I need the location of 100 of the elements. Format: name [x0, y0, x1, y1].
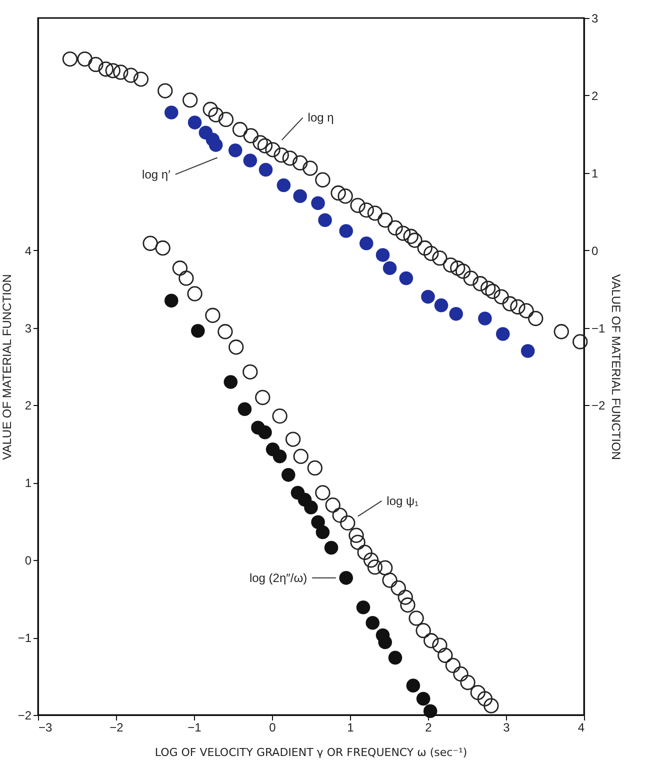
- point: [502, 296, 518, 312]
- point: [388, 650, 402, 665]
- point: [382, 572, 398, 588]
- point: [304, 500, 318, 514]
- point: [142, 236, 158, 251]
- x-tick-label: −1: [188, 720, 202, 734]
- point: [520, 344, 535, 358]
- point: [348, 528, 364, 543]
- point: [339, 571, 353, 585]
- point: [311, 515, 325, 530]
- point: [218, 112, 234, 128]
- point: [242, 364, 258, 380]
- point: [450, 260, 466, 276]
- point: [496, 327, 510, 341]
- point: [359, 236, 374, 250]
- point: [367, 560, 383, 575]
- y-tick-label: −2: [18, 708, 32, 722]
- point: [330, 185, 346, 201]
- x-axis-title: LOG OF VELOCITY GRADIENT γ OR FREQUENCY ω (sec⁻¹): [154, 746, 468, 759]
- x-tick-label: 2: [425, 720, 432, 734]
- y2-axis-title: VALUE OF MATERIAL FUNCTION: [609, 274, 624, 460]
- point: [456, 264, 471, 279]
- point: [432, 250, 448, 266]
- point: [378, 635, 392, 650]
- point: [356, 600, 370, 614]
- point: [281, 468, 296, 482]
- point: [302, 160, 318, 176]
- point: [398, 590, 413, 605]
- point: [188, 116, 202, 130]
- point: [276, 178, 291, 192]
- point: [443, 257, 458, 273]
- point: [463, 270, 478, 286]
- point: [77, 51, 92, 67]
- y-axis-title: VALUE OF MATERIAL FUNCTION: [0, 274, 14, 460]
- point: [258, 162, 273, 177]
- point: [232, 122, 248, 138]
- point: [485, 284, 500, 299]
- point: [406, 678, 420, 692]
- point: [366, 616, 380, 630]
- point: [477, 691, 493, 706]
- point: [407, 232, 422, 248]
- point: [382, 261, 397, 276]
- point: [282, 150, 298, 166]
- point: [208, 107, 224, 122]
- point: [158, 83, 173, 98]
- y2-tick-label: 2: [592, 88, 598, 103]
- point: [258, 425, 272, 440]
- point: [164, 294, 178, 308]
- y2-tick-label: 1: [592, 166, 598, 180]
- point: [243, 128, 259, 144]
- point: [113, 64, 128, 80]
- x-tick-label: 1: [347, 720, 354, 734]
- x-tick-label: −3: [38, 720, 53, 734]
- point: [472, 276, 488, 292]
- point: [265, 142, 280, 158]
- y-tick-label: 1: [24, 476, 32, 490]
- point: [388, 220, 403, 236]
- point: [357, 544, 372, 560]
- point: [438, 648, 453, 663]
- text: log η′: [142, 167, 172, 182]
- point: [399, 271, 414, 286]
- point: [453, 666, 468, 682]
- point: [510, 299, 526, 314]
- point: [449, 306, 463, 321]
- point: [315, 172, 330, 188]
- point: [105, 63, 120, 78]
- point: [363, 552, 379, 568]
- y-tick-label: 3: [24, 321, 32, 336]
- point: [318, 213, 332, 228]
- y2-tick-label: 3: [592, 12, 598, 26]
- y2-tick-label: 0: [592, 244, 598, 258]
- point: [228, 340, 244, 355]
- point: [390, 580, 406, 596]
- y2-tick-label: −1: [592, 321, 606, 336]
- point: [432, 638, 448, 653]
- point: [257, 138, 273, 154]
- point: [252, 135, 268, 150]
- point: [378, 560, 393, 576]
- point: [340, 515, 356, 531]
- point: [358, 202, 374, 218]
- point: [311, 196, 325, 210]
- y2-tick-label: −2: [592, 398, 606, 413]
- x-tick-label: −2: [110, 720, 124, 734]
- point: [332, 508, 348, 523]
- point: [243, 154, 258, 168]
- point: [338, 188, 353, 204]
- point: [554, 324, 569, 340]
- x-tick-label: 3: [503, 720, 510, 734]
- point: [416, 692, 430, 706]
- point: [178, 270, 194, 286]
- point: [484, 698, 499, 714]
- text: log (2η″/ω): [249, 570, 308, 585]
- point: [316, 525, 330, 540]
- point: [376, 248, 390, 262]
- point: [208, 138, 223, 152]
- point: [172, 260, 188, 276]
- point: [434, 298, 448, 312]
- y-tick-label: 2: [24, 398, 32, 413]
- point: [133, 72, 149, 87]
- point: [218, 324, 233, 340]
